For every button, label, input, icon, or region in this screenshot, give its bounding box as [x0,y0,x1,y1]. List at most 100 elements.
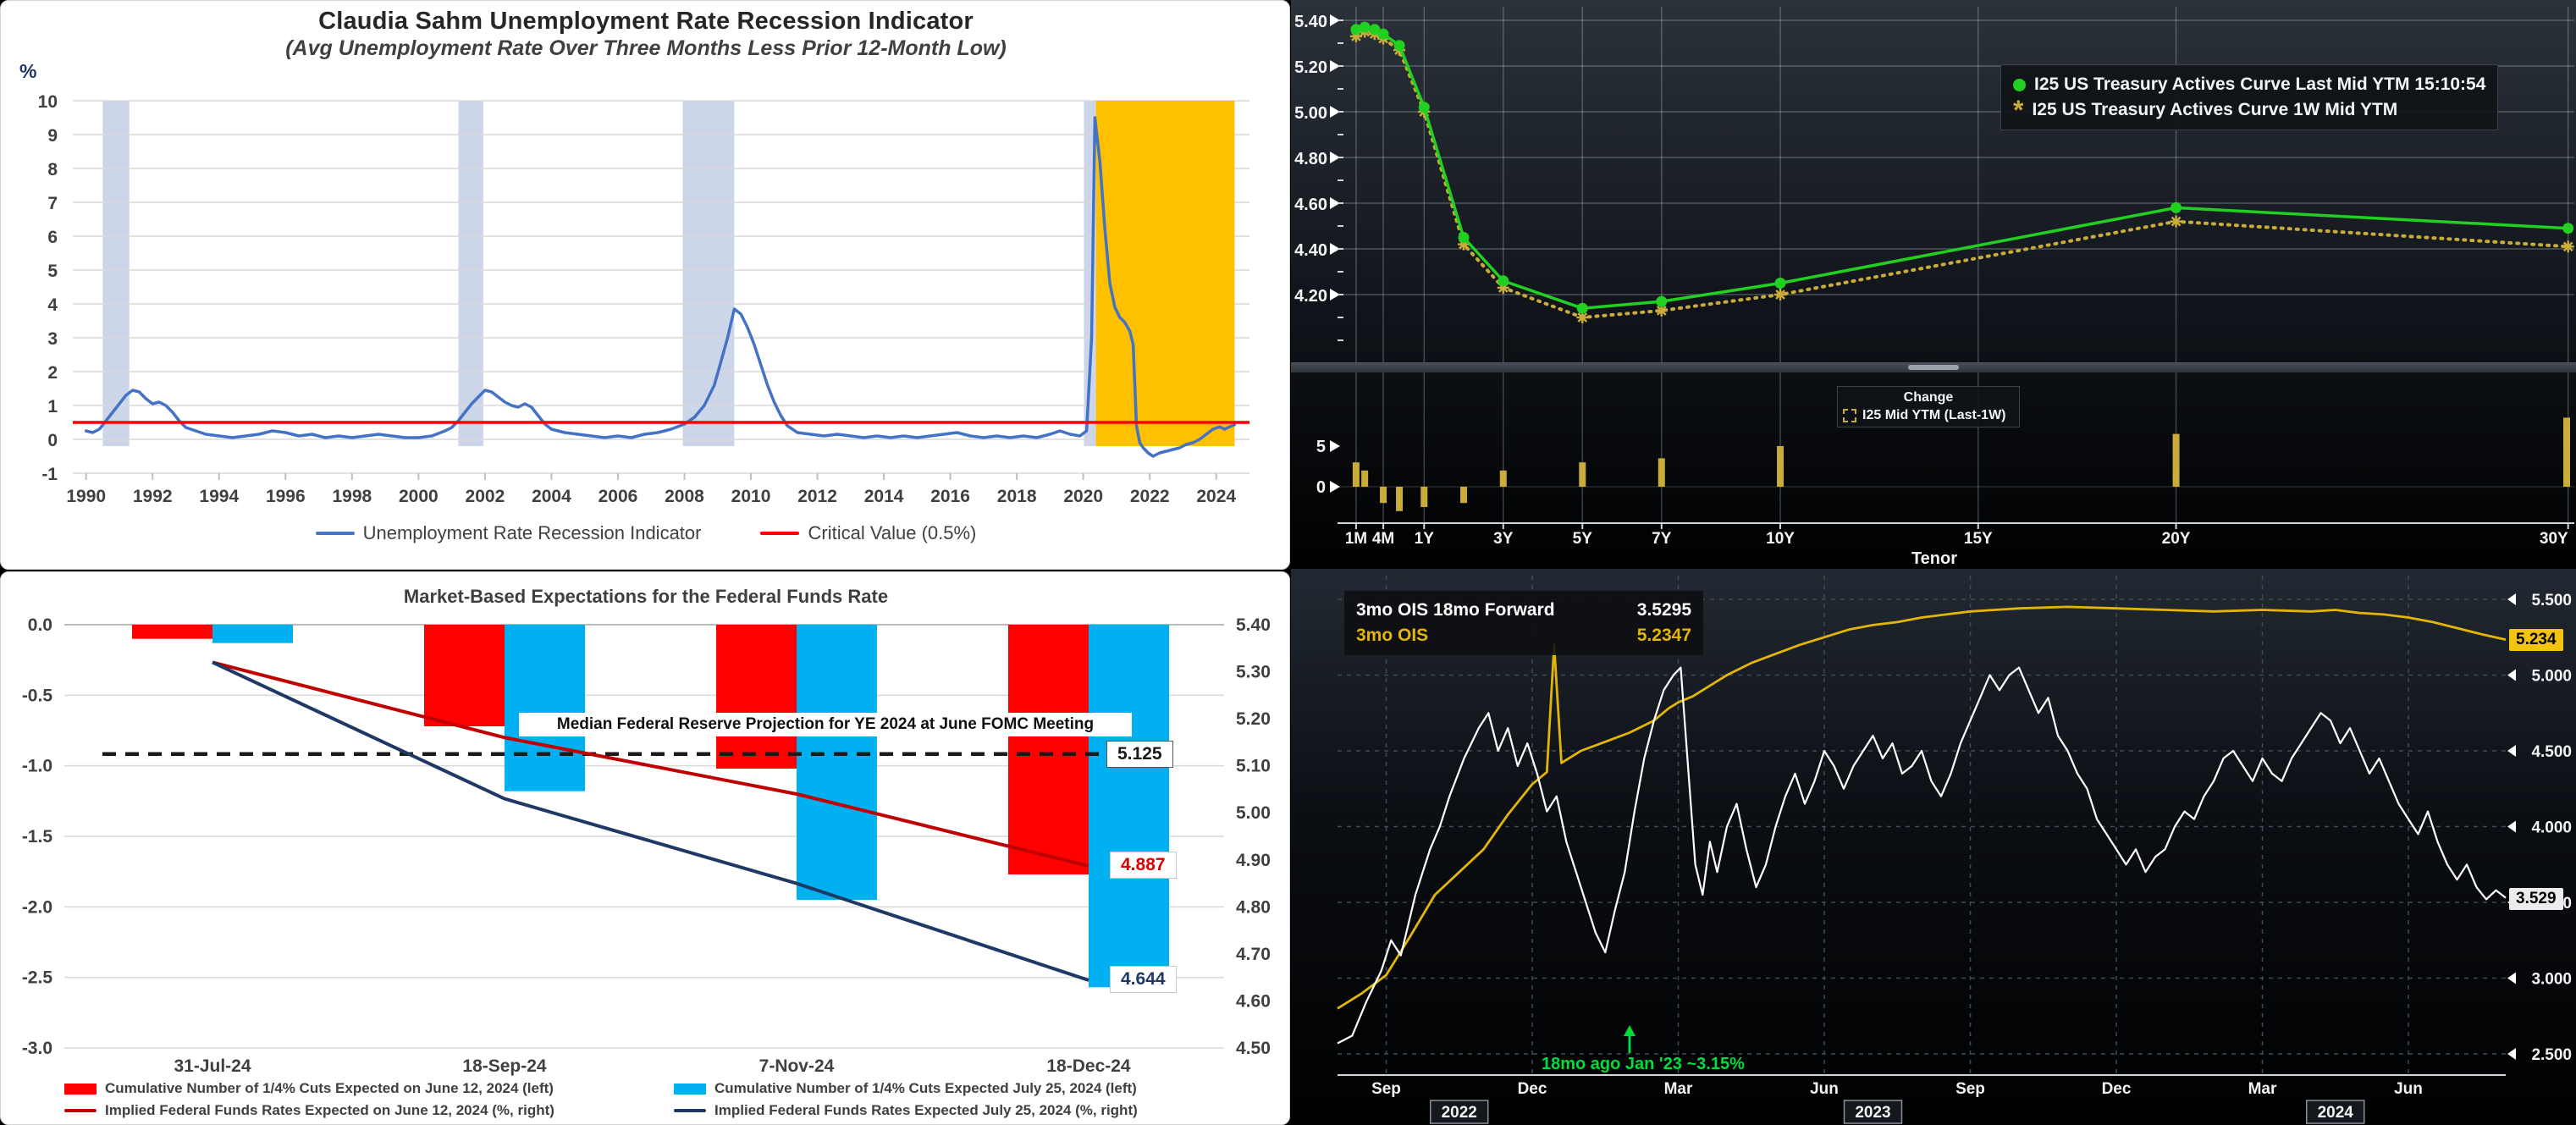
svg-text:5.40: 5.40 [1236,615,1271,635]
ois-spot-line [1337,605,2507,1010]
svg-text:4.70: 4.70 [1236,945,1271,964]
cuts-bar-july [212,625,293,643]
svg-text:Dec: Dec [2102,1080,2132,1098]
svg-text:-1.5: -1.5 [22,827,53,847]
legend-item-1w-curve[interactable]: * I25 US Treasury Actives Curve 1W Mid Y… [2013,95,2485,125]
svg-text:10Y: 10Y [1766,530,1795,548]
svg-text:4.90: 4.90 [1236,851,1271,870]
svg-text:1992: 1992 [133,487,173,506]
svg-text:3: 3 [47,329,58,349]
svg-text:5: 5 [1316,438,1326,456]
dot-marker-icon [1418,102,1430,113]
svg-text:-2.5: -2.5 [22,968,53,988]
cuts-bar-june [132,625,212,639]
dot-marker-icon [1369,24,1381,36]
cuts-bar-july [1089,625,1169,988]
svg-text:0: 0 [47,431,58,450]
legend-item-last-curve[interactable]: I25 US Treasury Actives Curve Last Mid Y… [2013,72,2485,97]
svg-text:2024: 2024 [2318,1104,2354,1122]
svg-text:7: 7 [47,194,58,213]
svg-text:5.10: 5.10 [1236,757,1271,776]
red-bar-swatch-icon [64,1083,97,1095]
svg-text:7Y: 7Y [1652,530,1672,548]
change-legend: Change I25 Mid YTM (Last-1W) [1837,386,2020,427]
svg-text:2018: 2018 [997,487,1037,506]
svg-text:1996: 1996 [266,487,306,506]
change-bar [1658,458,1665,487]
sahm-legend: Unemployment Rate Recession Indicator Cr… [1,522,1291,544]
svg-text:5Y: 5Y [1573,530,1593,548]
change-bar [1380,487,1387,504]
svg-text:20Y: 20Y [2162,530,2191,548]
divider-grip-icon[interactable] [1908,365,1959,370]
legend-label: 3mo OIS 18mo Forward [1356,600,1555,620]
sahm-chart-panel: Claudia Sahm Unemployment Rate Recession… [0,0,1290,570]
legend-item-cuts-july: Cumulative Number of 1/4% Cuts Expected … [674,1080,1266,1097]
annotation-arrowhead-icon [1624,1025,1636,1036]
change-bar [1499,470,1507,487]
legend-item-spot[interactable]: 3mo OIS 5.2347 [1356,623,1691,648]
asterisk-marker-icon [1775,290,1785,300]
legend-label: I25 Mid YTM (Last-1W) [1862,408,2006,422]
svg-text:4.80: 4.80 [1236,897,1271,917]
asterisk-marker-icon [2562,241,2573,252]
svg-text:9: 9 [47,126,58,146]
legend-label: Implied Federal Funds Rates Expected on … [105,1102,554,1118]
svg-text:-1.0: -1.0 [22,757,52,776]
sahm-title: Claudia Sahm Unemployment Rate Recession… [318,8,974,35]
asterisk-icon: * [2013,95,2024,125]
svg-text:5.500: 5.500 [2531,592,2572,609]
svg-text:5.000: 5.000 [2531,668,2572,686]
svg-text:2024: 2024 [1196,487,1236,506]
svg-text:8: 8 [47,160,58,179]
legend-item-forward[interactable]: 3mo OIS 18mo Forward 3.5295 [1356,598,1691,623]
fed-expectations-panel: Market-Based Expectations for the Federa… [0,571,1290,1125]
change-bar [1579,462,1586,487]
svg-text:2004: 2004 [532,487,571,506]
dot-marker-icon [1576,302,1588,314]
cuts-bar-july [797,625,877,900]
svg-text:1M: 1M [1345,530,1367,548]
dot-marker-icon [2171,201,2182,213]
svg-text:2000: 2000 [399,487,439,506]
legend-item-cuts-june: Cumulative Number of 1/4% Cuts Expected … [64,1080,674,1097]
cyan-bar-swatch-icon [674,1083,706,1095]
svg-text:Mar: Mar [1664,1080,1693,1098]
ois-legend: 3mo OIS 18mo Forward 3.5295 3mo OIS 5.23… [1344,591,1703,655]
svg-text:-3.0: -3.0 [22,1039,52,1058]
dot-marker-icon [1656,295,1668,307]
svg-text:2008: 2008 [665,487,704,506]
change-bar [1460,487,1468,504]
change-bar [2172,433,2180,487]
svg-text:2022: 2022 [1442,1104,1477,1122]
svg-text:6: 6 [47,228,58,247]
svg-text:2010: 2010 [731,487,771,506]
legend-label: 3mo OIS [1356,626,1429,645]
svg-text:0: 0 [1316,478,1326,497]
legend-label: Cumulative Number of 1/4% Cuts Expected … [714,1080,1137,1096]
svg-text:Dec: Dec [1518,1080,1547,1098]
fed-median-annotation: Median Federal Reserve Projection for YE… [519,713,1132,736]
year-box [1430,1100,1489,1124]
treasury-curve-panel: 5.40 5.20 5.00 4.80 4.60 4.40 4.20 5 0 1M 4M 1Y 3Y 5Y… [1291,0,2576,568]
legend-label: Implied Federal Funds Rates Expected Jul… [714,1102,1138,1118]
legend-label: Critical Value (0.5%) [808,522,977,543]
legend-value: 3.5295 [1636,600,1691,620]
svg-text:30Y: 30Y [2540,530,2568,548]
asterisk-marker-icon [1656,306,1667,316]
sahm-subtitle: (Avg Unemployment Rate Over Three Months… [285,36,1007,60]
dashed-box-swatch-icon [1843,409,1856,422]
recession-band [458,101,483,446]
cuts-bar-june [1008,625,1089,874]
svg-text:5.00: 5.00 [1294,104,1327,123]
svg-text:10: 10 [38,92,58,112]
svg-text:2012: 2012 [797,487,837,506]
svg-text:0.0: 0.0 [28,615,52,635]
year-box [2306,1100,2365,1124]
svg-text:15Y: 15Y [1964,530,1993,548]
implied-rates-july-line [212,660,1089,982]
svg-text:1998: 1998 [332,487,372,506]
legend-item-change[interactable]: I25 Mid YTM (Last-1W) [1843,408,2014,423]
